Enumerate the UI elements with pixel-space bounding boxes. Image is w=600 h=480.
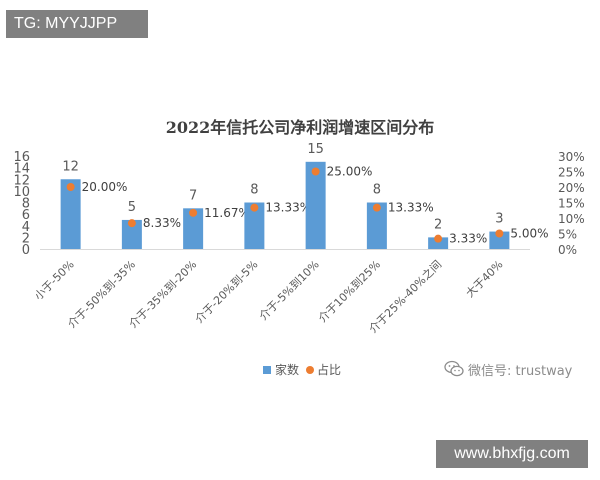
y-right-tick-label: 10% (558, 212, 585, 226)
x-category-label: 介于-20%到-5% (193, 258, 261, 326)
x-category-label: 大于40% (463, 257, 506, 300)
legend-swatch-bar (263, 366, 271, 374)
share-marker (66, 183, 75, 191)
bar-value-label: 8 (250, 183, 258, 198)
bar (244, 202, 265, 249)
x-category-label: 介于10%到25% (316, 258, 383, 325)
bar-value-label: 15 (307, 142, 324, 157)
share-marker (311, 167, 320, 176)
legend-label-share: 占比 (317, 362, 341, 377)
bar-value-label: 2 (434, 217, 442, 232)
y-left-tick-label: 14 (13, 162, 30, 177)
legend-label-bar: 家数 (275, 362, 299, 377)
share-value-label: 3.33% (449, 232, 487, 246)
share-value-label: 11.67% (204, 206, 250, 220)
y-left-tick-label: 4 (22, 220, 30, 235)
share-value-label: 20.00% (82, 180, 128, 194)
site-url-badge: www.bhxfjg.com (436, 440, 588, 468)
bar-value-label: 7 (189, 188, 197, 203)
share-marker (372, 203, 381, 212)
share-marker (495, 229, 504, 238)
y-left-tick-label: 2 (22, 231, 30, 246)
y-left-tick-label: 12 (13, 173, 30, 188)
y-right-tick-label: 15% (558, 197, 585, 211)
y-left-tick-label: 10 (13, 185, 30, 200)
y-right-tick-label: 25% (558, 166, 585, 180)
y-right-tick-label: 5% (558, 228, 577, 242)
bar (183, 208, 204, 249)
bar (428, 237, 449, 249)
wechat-watermark: 微信号: trustway (444, 358, 572, 380)
bar-value-label: 8 (373, 183, 381, 198)
bar-value-label: 12 (62, 159, 79, 174)
y-left-tick-label: 16 (13, 150, 30, 165)
y-right-tick-label: 20% (558, 181, 585, 195)
bar (60, 179, 81, 249)
bar (121, 219, 142, 249)
share-marker (189, 208, 198, 217)
share-value-label: 13.33% (388, 201, 434, 215)
y-right-tick-label: 30% (558, 150, 585, 164)
share-value-label: 8.33% (143, 216, 181, 230)
bar-value-label: 5 (128, 200, 136, 215)
tg-badge: TG: MYYJJPP (6, 10, 148, 38)
chart-title: 2022年信托公司净利润增速区间分布 (166, 118, 435, 137)
y-left-tick-label: 0 (22, 243, 30, 258)
bar (489, 231, 510, 249)
x-category-label: 小于-50% (32, 258, 77, 303)
bar (305, 161, 326, 249)
bar (366, 202, 387, 249)
share-marker (250, 203, 259, 212)
y-left-tick-label: 8 (22, 197, 30, 212)
share-value-label: 13.33% (265, 201, 311, 215)
watermark-text: 微信号: trustway (468, 363, 573, 379)
wechat-icon (444, 360, 464, 377)
y-right-tick-label: 0% (558, 243, 577, 257)
share-value-label: 5.00% (510, 227, 548, 241)
share-marker (434, 234, 443, 243)
legend-marker-share (306, 366, 314, 374)
x-category-label: 介于-35%到-20% (127, 258, 200, 331)
x-category-label: 介于-5%到10% (257, 258, 322, 323)
share-value-label: 25.00% (327, 165, 373, 179)
bar-value-label: 3 (495, 212, 503, 227)
share-marker (127, 219, 136, 228)
y-left-tick-label: 6 (22, 208, 30, 223)
